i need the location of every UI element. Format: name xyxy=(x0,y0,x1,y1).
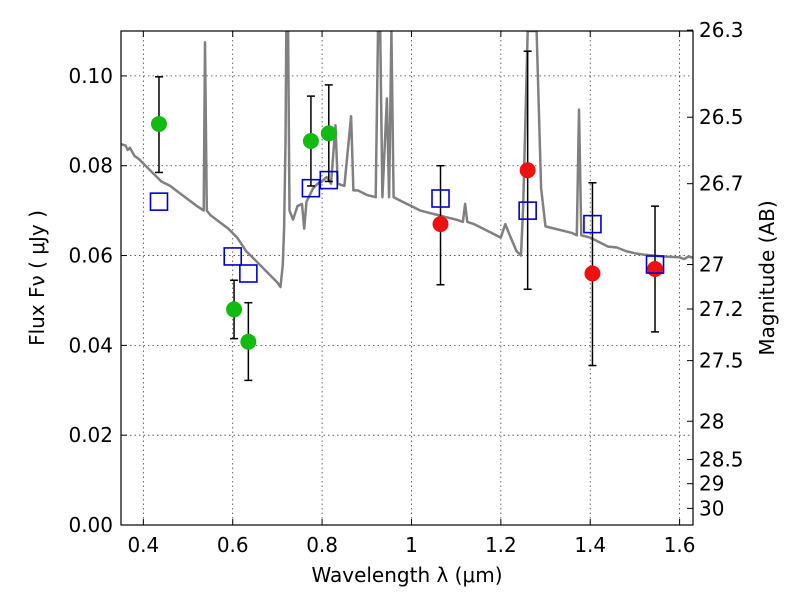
data-point xyxy=(320,125,337,142)
x-tick-label: 1.6 xyxy=(664,533,696,557)
data-point xyxy=(432,216,449,233)
right-tick-label: 26.5 xyxy=(699,105,744,129)
x-axis-label: Wavelength λ (μm) xyxy=(311,563,502,587)
data-point xyxy=(302,133,319,150)
y-tick-label: 0.04 xyxy=(68,333,113,357)
plot-frame xyxy=(120,30,694,526)
model-flux-marker xyxy=(518,201,537,220)
right-tick-label: 30 xyxy=(699,496,724,520)
right-tick-label: 28.5 xyxy=(699,447,744,471)
plot-area xyxy=(121,31,693,382)
x-tick-label: 0.4 xyxy=(127,533,159,557)
axis-ticks: 0.4 0.6 0.8 1 1.2 1.4 1.6 0.00 0.02 0.04 0.06 0.08 0… xyxy=(68,18,743,557)
right-tick-label: 27.5 xyxy=(699,349,744,373)
right-tick-label: 27 xyxy=(699,253,724,277)
right-tick-label: 26.3 xyxy=(699,18,744,42)
right-tick-label: 29 xyxy=(699,472,724,496)
right-tick-label: 26.7 xyxy=(699,172,744,196)
model-flux-marker xyxy=(223,247,243,266)
x-tick-label: 1.4 xyxy=(574,533,606,557)
model-flux-marker xyxy=(645,255,665,274)
model-spectrum-line xyxy=(121,31,693,289)
y-axis-label: Flux Fν ( μJy ) xyxy=(25,210,49,346)
model-flux-marker xyxy=(149,192,169,211)
x-tick-label: 0.6 xyxy=(217,533,249,557)
model-flux-marker xyxy=(239,264,258,283)
data-point xyxy=(226,301,243,318)
y-tick-label: 0.10 xyxy=(68,64,113,88)
x-tick-label: 1.2 xyxy=(485,533,517,557)
right-tick-label: 27.2 xyxy=(699,297,744,321)
right-tick-label: 28 xyxy=(699,409,724,433)
y-tick-label: 0.08 xyxy=(68,154,113,178)
data-point xyxy=(584,265,601,282)
data-point xyxy=(240,333,257,350)
right-axis-label: Magnitude (AB) xyxy=(755,200,779,355)
model-flux-marker xyxy=(301,178,321,198)
data-point xyxy=(647,261,664,278)
y-tick-label: 0.00 xyxy=(68,513,113,537)
x-tick-label: 0.8 xyxy=(306,533,338,557)
model-flux-marker xyxy=(319,170,339,190)
model-flux-marker xyxy=(431,189,450,208)
y-tick-label: 0.06 xyxy=(68,244,113,268)
data-point xyxy=(519,162,536,179)
y-tick-label: 0.02 xyxy=(68,423,113,447)
model-flux-marker xyxy=(583,214,602,234)
data-point xyxy=(150,115,167,132)
x-tick-label: 1 xyxy=(405,533,418,557)
